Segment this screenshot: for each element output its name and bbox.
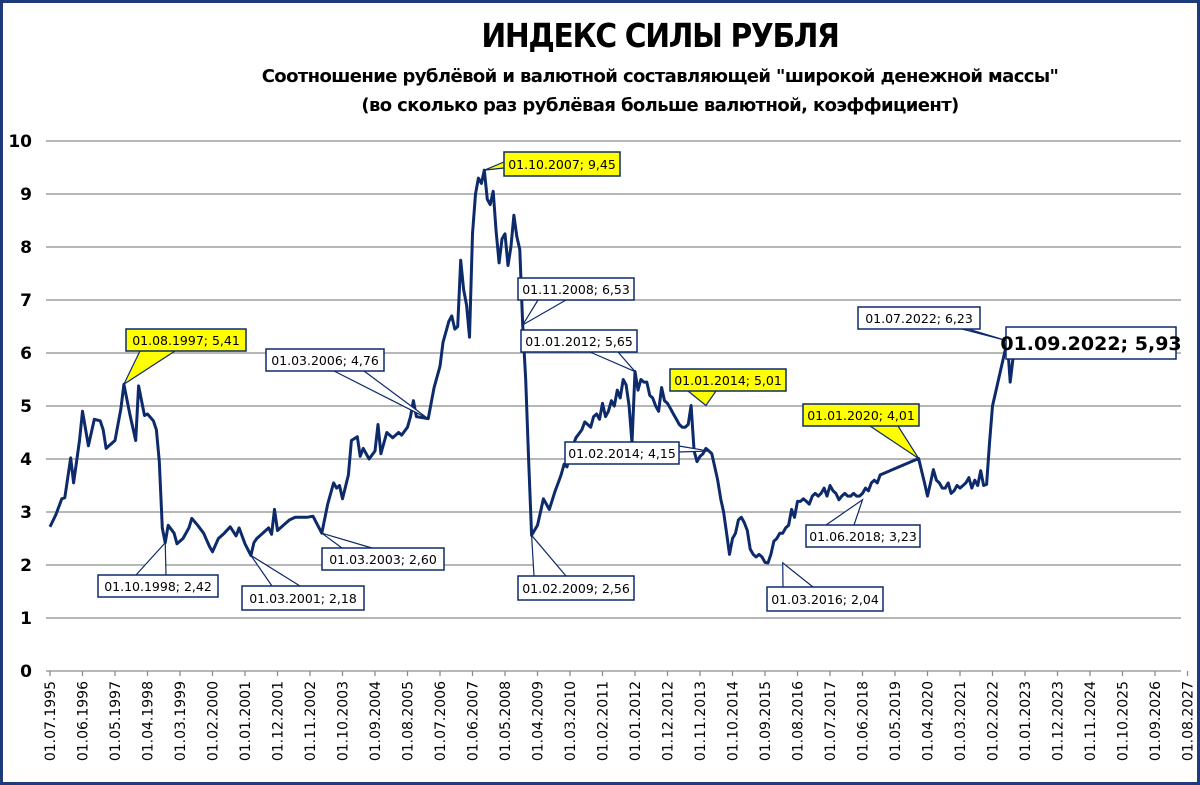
data-label-callout: 01.08.1997; 5,41 (122, 328, 247, 386)
data-label-callout: 01.09.2022; 5,93 (1000, 326, 1182, 360)
data-label-text: 01.09.2022; 5,93 (1000, 333, 1181, 355)
data-label-text: 01.07.2022; 6,23 (865, 311, 973, 326)
data-label-text: 01.02.2009; 2,56 (522, 581, 630, 596)
x-tick-label: 01.11.2024 (1083, 681, 1099, 761)
x-tick-label: 01.06.1996 (76, 681, 92, 761)
data-label-callout: 01.10.2007; 9,45 (484, 151, 621, 177)
x-tick-label: 01.02.2000 (206, 681, 222, 761)
x-tick-label: 01.05.2019 (888, 681, 904, 761)
x-tick-label: 01.01.2023 (1018, 681, 1034, 761)
data-label-text: 01.11.2008; 6,53 (522, 282, 630, 297)
y-tick-label: 6 (20, 344, 32, 364)
data-label-text: 01.03.2006; 4,76 (271, 353, 379, 368)
y-tick-label: 5 (20, 397, 32, 417)
y-tick-label: 10 (8, 132, 32, 152)
x-tick-label: 01.01.2012 (628, 681, 644, 761)
x-tick-label: 01.04.2020 (921, 681, 937, 761)
x-tick-label: 01.05.1997 (108, 681, 124, 761)
x-tick-label: 01.10.2014 (726, 681, 742, 761)
x-axis: 01.07.1995 01.06.1996 01.05.1997 01.04.1998… (43, 670, 1197, 761)
x-tick-label: 01.03.2021 (953, 681, 969, 761)
data-label-text: 01.01.2012; 5,65 (525, 334, 633, 349)
x-tick-label: 01.12.2012 (661, 681, 677, 761)
y-tick-label: 8 (20, 238, 32, 258)
x-tick-label: 01.10.2003 (336, 681, 352, 761)
data-label-text: 01.06.2018; 3,23 (809, 529, 917, 544)
x-tick-label: 01.11.2013 (693, 681, 709, 761)
data-label-callout: 01.03.2006; 4,76 (265, 348, 429, 420)
data-label-callout: 01.03.2016; 2,04 (766, 561, 884, 612)
x-tick-label: 01.04.1998 (141, 681, 157, 761)
x-tick-label: 01.07.2017 (823, 681, 839, 761)
data-label-text: 01.02.2014; 4,15 (568, 446, 676, 461)
x-tick-label: 01.07.2006 (433, 681, 449, 761)
data-label-callout: 01.01.2012; 5,65 (520, 329, 638, 373)
y-tick-label: 1 (20, 609, 32, 629)
x-tick-label: 01.09.2026 (1148, 681, 1164, 761)
data-label-text: 01.03.2016; 2,04 (771, 592, 879, 607)
chart-subtitle-line1: Соотношение рублёвой и валютной составля… (261, 66, 1059, 87)
x-tick-label: 01.07.1995 (43, 681, 59, 761)
y-tick-label: 0 (20, 662, 32, 682)
x-tick-label: 01.08.2016 (791, 681, 807, 761)
data-label-callouts: 01.08.1997; 5,41 01.10.1998; 2,42 01.03.20… (97, 151, 1182, 612)
data-label-text: 01.01.2020; 4,01 (807, 408, 915, 423)
x-tick-label: 01.03.1999 (173, 681, 189, 761)
gridlines (46, 140, 1181, 619)
data-label-callout: 01.06.2018; 3,23 (805, 498, 921, 548)
x-tick-label: 01.11.2002 (303, 681, 319, 761)
data-label-callout: 01.01.2020; 4,01 (802, 403, 920, 459)
y-tick-label: 4 (20, 450, 32, 470)
x-tick-label: 01.03.2010 (563, 681, 579, 761)
y-tick-label: 9 (20, 185, 32, 205)
data-label-text: 01.01.2014; 5,01 (674, 373, 782, 388)
data-label-callout: 01.07.2022; 6,23 (857, 306, 1008, 342)
chart-title: ИНДЕКС СИЛЫ РУБЛЯ (481, 16, 840, 55)
data-label-callout: 01.03.2001; 2,18 (241, 554, 365, 611)
y-tick-label: 2 (20, 556, 32, 576)
data-label-text: 01.03.2003; 2,60 (329, 552, 437, 567)
y-tick-label: 3 (20, 503, 32, 523)
x-tick-label: 01.09.2004 (368, 681, 384, 761)
y-axis: 0 1 2 3 4 5 6 7 8 9 10 (8, 132, 32, 682)
y-tick-label: 7 (20, 291, 32, 311)
x-tick-label: 01.05.2008 (498, 681, 514, 761)
data-label-callout: 01.01.2014; 5,01 (669, 368, 787, 407)
data-label-text: 01.10.1998; 2,42 (104, 579, 212, 594)
x-tick-label: 01.09.2015 (758, 681, 774, 761)
x-tick-label: 01.02.2022 (986, 681, 1002, 761)
data-label-text: 01.10.2007; 9,45 (508, 157, 616, 172)
x-tick-label: 01.08.2027 (1181, 681, 1197, 761)
data-label-callout: 01.10.1998; 2,42 (97, 541, 219, 598)
data-label-callout: 01.02.2014; 4,15 (564, 441, 709, 465)
x-tick-label: 01.08.2005 (401, 681, 417, 761)
data-label-text: 01.08.1997; 5,41 (132, 333, 240, 348)
x-tick-label: 01.12.2001 (271, 681, 287, 761)
x-tick-label: 01.01.2001 (238, 681, 254, 761)
data-label-callout: 01.02.2009; 2,56 (517, 533, 635, 601)
x-tick-label: 01.12.2023 (1051, 681, 1067, 761)
x-tick-label: 01.06.2018 (856, 681, 872, 761)
x-tick-label: 01.10.2025 (1116, 681, 1132, 761)
x-tick-label: 01.02.2011 (596, 681, 612, 761)
x-tick-label: 01.06.2007 (466, 681, 482, 761)
chart-subtitle-line2: (во сколько раз рублёвая больше валютной… (361, 95, 959, 116)
data-label-callout: 01.11.2008; 6,53 (517, 277, 635, 326)
x-tick-label: 01.04.2009 (531, 681, 547, 761)
data-label-text: 01.03.2001; 2,18 (249, 591, 357, 606)
series-line (48, 168, 1015, 565)
data-label-callout: 01.03.2003; 2,60 (321, 532, 445, 571)
